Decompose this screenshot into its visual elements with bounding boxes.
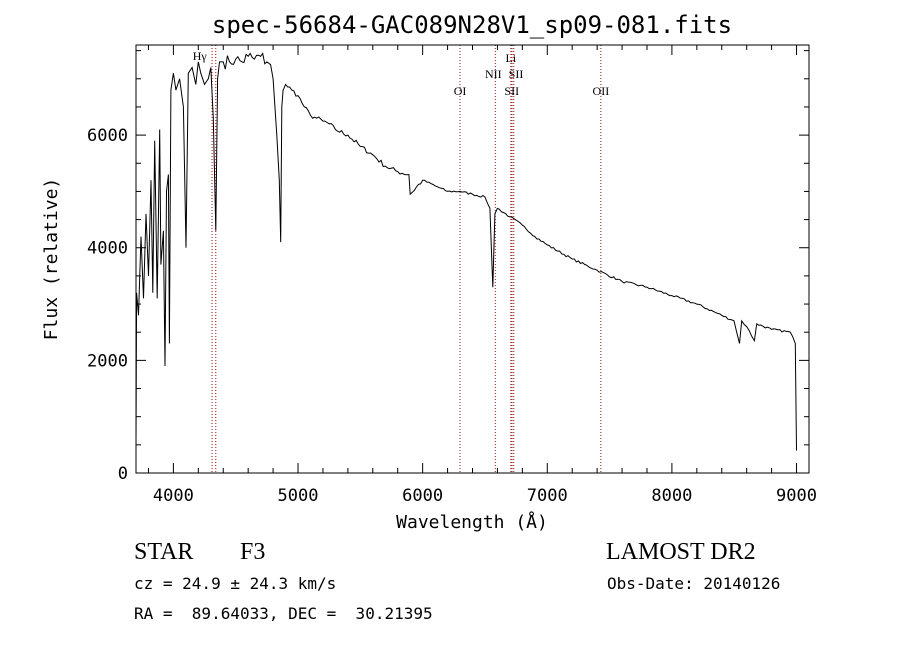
spectral-line-markers: Hγ OI NII Li SII SII OII: [193, 45, 609, 473]
redshift-text: cz = 24.9 ± 24.3 km/s: [134, 574, 337, 593]
y-tick-label: 0: [118, 464, 128, 484]
marker-label: OI: [454, 84, 467, 98]
coordinates-text: RA = 89.64033, DEC = 30.21395: [134, 604, 433, 623]
x-tick-label: 9000: [776, 486, 817, 506]
x-tick-label: 5000: [278, 486, 319, 506]
y-tick-label: 2000: [87, 351, 128, 371]
y-axis-label: Flux (relative): [41, 178, 62, 341]
marker-label: Li: [506, 51, 517, 65]
x-tick-labels: 4000 5000 6000 7000 8000 9000: [153, 486, 817, 506]
x-tick-label: 6000: [402, 486, 443, 506]
obs-date: Obs-Date: 20140126: [607, 574, 781, 593]
y-tick-label: 4000: [87, 239, 128, 259]
marker-label: OII: [593, 84, 610, 98]
y-tick-labels: 0 2000 4000 6000: [87, 126, 128, 484]
x-axis-label: Wavelength (Å): [396, 511, 548, 533]
x-tick-label: 4000: [153, 486, 194, 506]
marker-label: SII: [509, 67, 524, 81]
subclass: F3: [240, 539, 266, 565]
spectrum-line: [135, 52, 797, 451]
y-tick-label: 6000: [87, 126, 128, 146]
x-tick-label: 7000: [527, 486, 568, 506]
x-tick-label: 8000: [651, 486, 692, 506]
survey-name: LAMOST DR2: [606, 539, 756, 565]
marker-label: Hγ: [193, 49, 208, 63]
object-class: STAR: [134, 539, 194, 565]
plot-frame: [135, 44, 810, 474]
marker-label: NII: [485, 67, 502, 81]
marker-label: SII: [504, 84, 519, 98]
chart-title: spec-56684-GAC089N28V1_sp09-081.fits: [212, 11, 732, 39]
axis-ticks: [136, 45, 809, 474]
